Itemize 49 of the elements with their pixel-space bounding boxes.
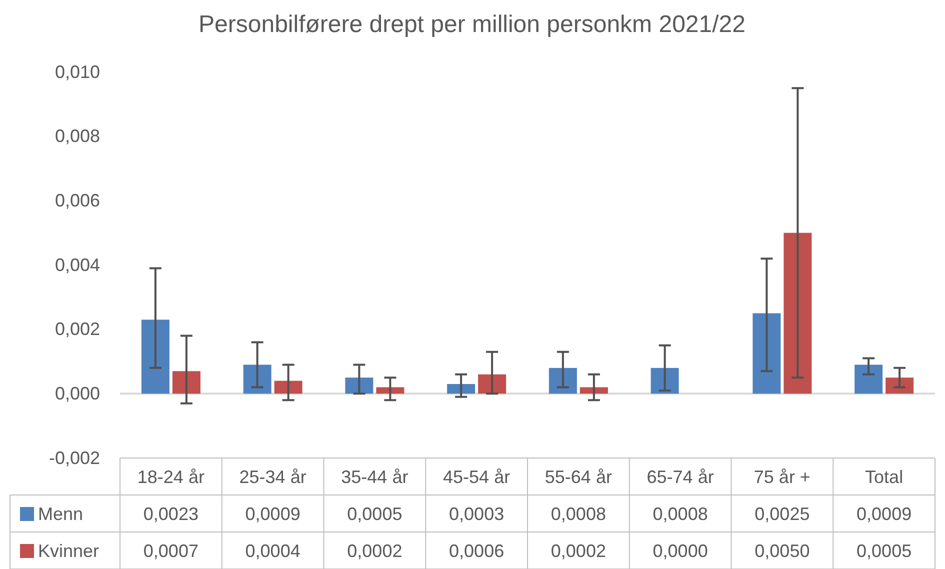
- bar: [854, 364, 883, 394]
- x-tick-label: 55-64 år: [544, 467, 612, 487]
- bar: [784, 232, 812, 394]
- data-label: 0,0007: [143, 541, 198, 561]
- data-label: 0,0025: [754, 504, 810, 524]
- data-label: 0,0006: [449, 541, 504, 561]
- data-label: 0,0002: [550, 541, 606, 561]
- bar: [345, 378, 374, 394]
- bar: [752, 313, 781, 394]
- legend-label: Menn: [38, 504, 84, 524]
- data-label: 0,0023: [143, 504, 198, 524]
- data-label: 0,0008: [652, 504, 708, 524]
- bar: [580, 387, 608, 394]
- data-label: 0,0002: [347, 541, 402, 561]
- data-label: 0,0008: [550, 504, 606, 524]
- y-tick-label: 0,002: [54, 319, 100, 340]
- data-label: 0,0003: [449, 504, 504, 524]
- data-label: 0,0004: [245, 541, 300, 561]
- bar: [548, 368, 577, 394]
- x-tick-label: 35-44 år: [341, 467, 408, 487]
- y-tick-label: 0,010: [54, 62, 100, 82]
- bar: [447, 384, 476, 394]
- x-tick-label: 25-34 år: [239, 467, 306, 487]
- x-tick-label: Total: [865, 467, 904, 487]
- bar: [172, 371, 200, 394]
- x-tick-label: 45-54 år: [443, 467, 510, 487]
- bar: [141, 320, 170, 394]
- bar: [478, 374, 506, 394]
- bar: [886, 378, 914, 394]
- data-label: 0,0000: [652, 541, 708, 561]
- data-label: 0,0005: [856, 541, 912, 561]
- data-label: 0,0009: [245, 504, 300, 524]
- y-tick-label: 0,008: [54, 126, 100, 146]
- y-tick-label: 0,006: [54, 190, 100, 210]
- y-tick-label: 0,000: [54, 383, 100, 404]
- bar: [274, 380, 302, 394]
- chart-title: Personbilførere drept per million personkm 2021/22: [198, 11, 746, 38]
- x-tick-label: 75 år +: [754, 467, 810, 487]
- y-tick-label: -0,002: [48, 448, 100, 468]
- legend-label: Kvinner: [38, 541, 100, 561]
- data-label: 0,0050: [754, 541, 810, 561]
- bar: [243, 364, 272, 394]
- data-label: 0,0005: [347, 504, 402, 524]
- bar: [376, 387, 404, 394]
- y-tick-label: 0,004: [54, 254, 100, 275]
- bar: [650, 368, 679, 394]
- x-tick-label: 65-74 år: [646, 467, 714, 487]
- data-label: 0,0009: [856, 504, 912, 524]
- x-tick-label: 18-24 år: [137, 467, 204, 487]
